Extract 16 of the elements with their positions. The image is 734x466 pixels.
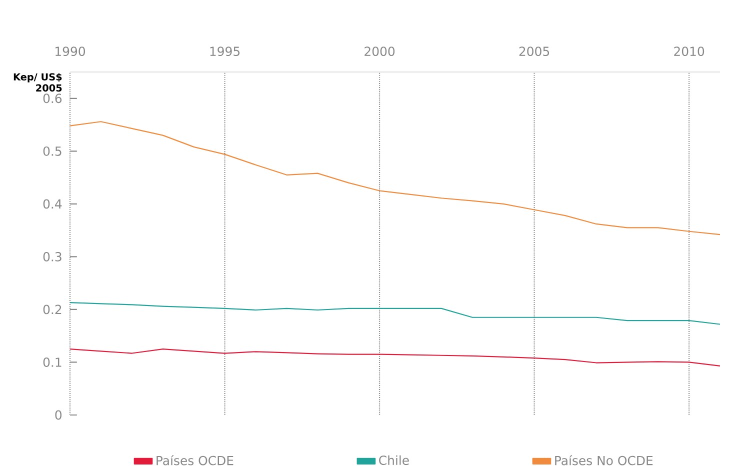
legend-label: Países No OCDE (555, 455, 653, 466)
x-tick-label: 2010 (674, 46, 704, 56)
legend-label: Países OCDE (156, 455, 234, 466)
x-tick-label: 2005 (519, 46, 550, 56)
x-tick-label: 1990 (56, 46, 86, 56)
y-tick-label: 0.5 (43, 146, 62, 156)
x-tick-label: 2000 (364, 46, 395, 56)
y-tick-label: 0 (55, 410, 62, 420)
y-tick-label: 0.3 (43, 252, 62, 262)
y-tick-label: 0.2 (43, 304, 62, 314)
y-tick-label: 0.1 (43, 358, 62, 367)
y-axis-title: Kep/ US$ 2005 (14, 73, 62, 92)
y-tick-label: 0.6 (43, 94, 62, 104)
x-tick-label: 1995 (210, 46, 240, 56)
y-tick-label: 0.4 (43, 199, 62, 209)
legend-label: Chile (379, 455, 409, 465)
